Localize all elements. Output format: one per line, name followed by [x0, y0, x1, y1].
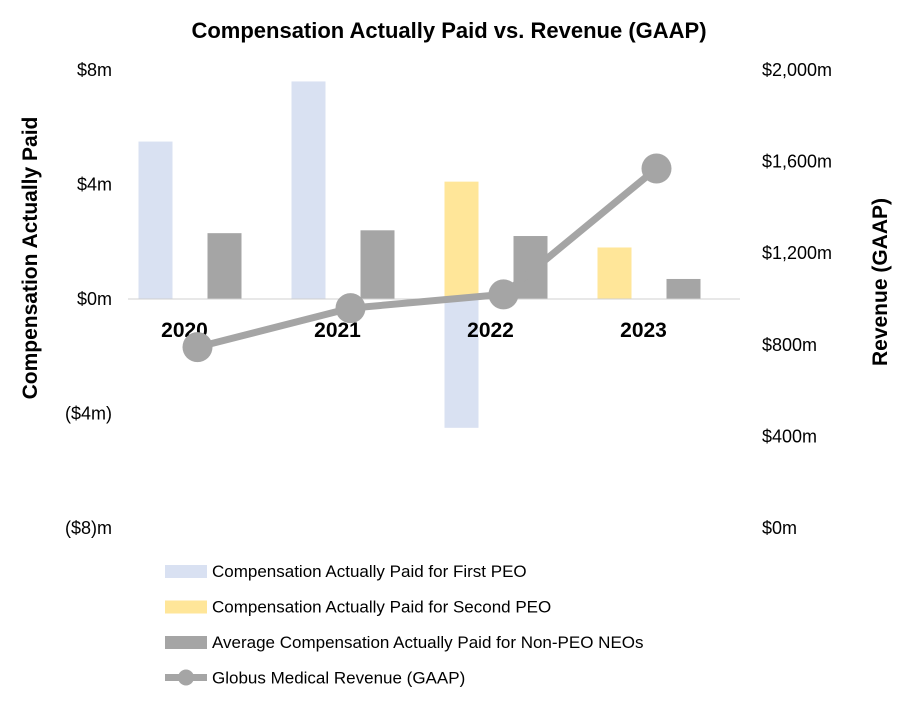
- bar-average-compensation-actually-paid-for-non-peo-neos: [513, 236, 548, 299]
- revenue-point: [488, 279, 519, 310]
- y2-axis-title: Revenue (GAAP): [869, 198, 892, 366]
- y2-tick-label: $1,200m: [762, 243, 832, 263]
- y-tick-label: $4m: [77, 175, 112, 195]
- legend-swatch: [165, 600, 207, 614]
- legend-label: Compensation Actually Paid for Second PE…: [212, 598, 551, 617]
- legend-label: Average Compensation Actually Paid for N…: [212, 633, 644, 652]
- legend-swatch-marker: [178, 669, 194, 686]
- bar-average-compensation-actually-paid-for-non-peo-neos: [360, 230, 395, 299]
- y2-axis-ticks: $2,000m $1,600m $1,200m $800m $400m $0m: [762, 60, 832, 538]
- y-axis-title: Compensation Actually Paid: [19, 117, 42, 400]
- y-tick-label: ($4m): [65, 404, 112, 424]
- y2-tick-label: $400m: [762, 426, 817, 446]
- revenue-line-group: [182, 153, 672, 363]
- category-label: 2023: [620, 319, 667, 342]
- category-label: 2021: [314, 319, 361, 342]
- y-axis-ticks: $8m $4m $0m ($4m) ($8)m: [65, 60, 112, 538]
- category-label: 2022: [467, 319, 514, 342]
- legend-swatch: [165, 565, 207, 578]
- y-tick-label: $0m: [77, 289, 112, 309]
- bar-compensation-actually-paid-for-second-peo: [444, 181, 479, 299]
- bar-compensation-actually-paid-for-first-peo: [138, 141, 173, 299]
- revenue-point: [641, 153, 672, 184]
- revenue-line: [196, 165, 659, 351]
- bar-compensation-actually-paid-for-first-peo: [444, 299, 479, 428]
- y2-tick-label: $0m: [762, 518, 797, 538]
- bar-compensation-actually-paid-for-second-peo: [597, 247, 632, 299]
- legend: Compensation Actually Paid for First PEO…: [165, 562, 644, 688]
- legend-label: Globus Medical Revenue (GAAP): [212, 669, 465, 688]
- legend-label: Compensation Actually Paid for First PEO: [212, 562, 527, 581]
- revenue-point: [335, 293, 366, 324]
- y2-tick-label: $800m: [762, 335, 817, 355]
- bar-compensation-actually-paid-for-first-peo: [291, 81, 326, 299]
- y2-tick-label: $2,000m: [762, 60, 832, 80]
- chart-title: Compensation Actually Paid vs. Revenue (…: [191, 18, 706, 43]
- y-tick-label: $8m: [77, 60, 112, 80]
- y-tick-label: ($8)m: [65, 518, 112, 538]
- legend-swatch: [165, 636, 207, 649]
- bar-group: [138, 81, 701, 428]
- y2-tick-label: $1,600m: [762, 152, 832, 172]
- bar-average-compensation-actually-paid-for-non-peo-neos: [666, 278, 701, 299]
- bar-average-compensation-actually-paid-for-non-peo-neos: [207, 233, 242, 299]
- revenue-point: [182, 332, 213, 363]
